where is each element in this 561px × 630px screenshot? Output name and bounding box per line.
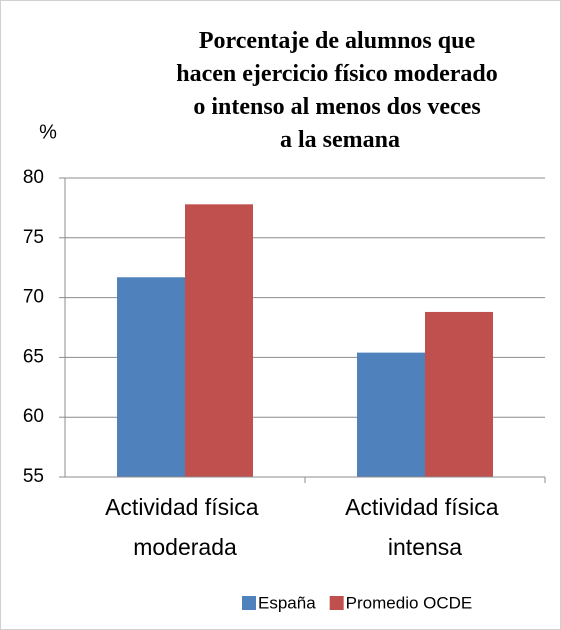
bar	[185, 204, 253, 477]
x-tick-label: Actividad física moderada	[105, 494, 265, 560]
legend-label: Promedio OCDE	[346, 593, 473, 612]
y-axis-label: %	[39, 121, 57, 143]
bar	[117, 277, 185, 477]
bar	[357, 352, 425, 477]
y-tick-label: 70	[23, 287, 44, 308]
y-tick-label: 60	[23, 406, 44, 427]
chart-title: Porcentaje de alumnos que hacen ejercici…	[176, 28, 503, 153]
legend-label: España	[258, 593, 316, 612]
bar	[425, 311, 493, 477]
y-tick-label: 55	[23, 466, 44, 487]
y-tick-label: 75	[23, 227, 44, 248]
y-tick-label: 65	[23, 346, 44, 367]
y-tick-label: 80	[23, 167, 44, 188]
x-tick-label: Actividad física intensa	[345, 494, 505, 560]
legend-swatch	[242, 596, 256, 610]
legend-swatch	[329, 596, 344, 610]
